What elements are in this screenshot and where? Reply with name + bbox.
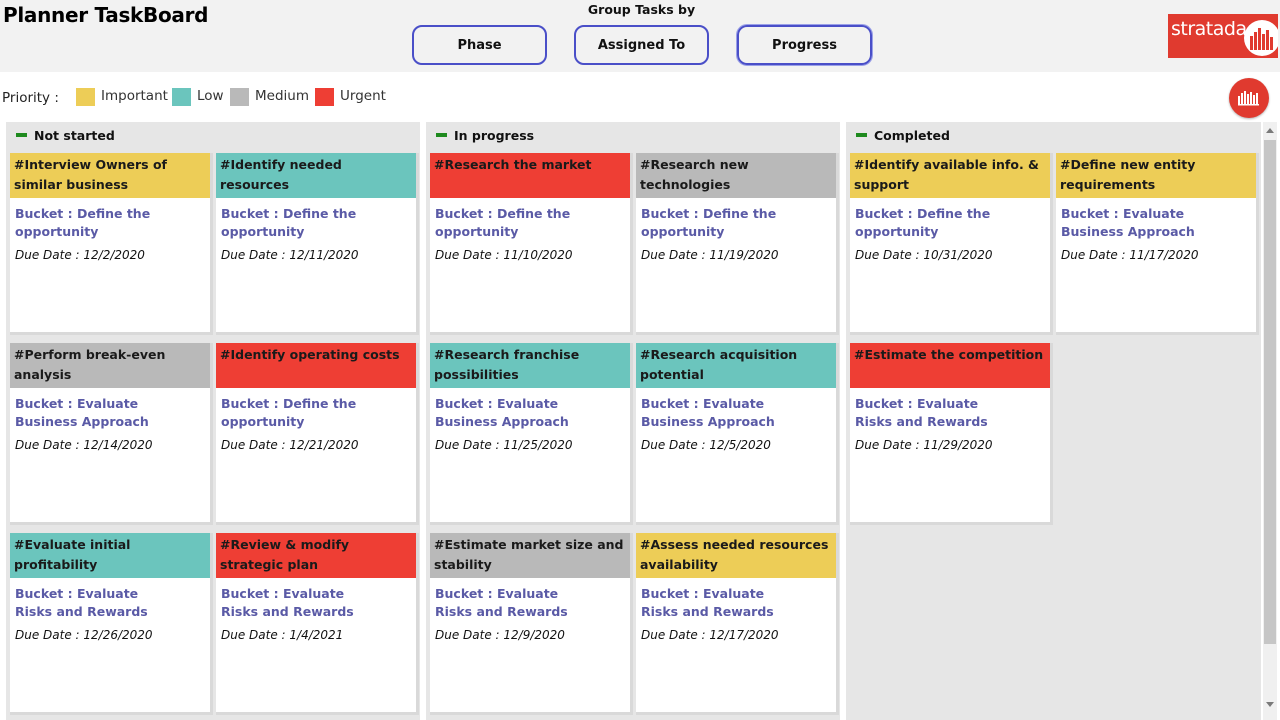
task-title[interactable]: #Estimate market size and stability: [430, 533, 630, 578]
logo-building-icon: [1244, 20, 1278, 56]
task-bucket: Bucket : Evaluate Business Approach: [1061, 206, 1195, 239]
task-title[interactable]: #Perform break-even analysis: [10, 343, 210, 388]
priority-label: Priority :: [2, 90, 59, 106]
task-due-date: Due Date : 12/9/2020: [435, 628, 565, 642]
task-due-date: Due Date : 11/10/2020: [435, 248, 573, 262]
group-by-progress-button[interactable]: Progress: [736, 24, 873, 66]
scroll-thumb[interactable]: [1264, 140, 1276, 644]
task-card[interactable]: #Estimate market size and stability Bucke…: [430, 533, 633, 715]
task-title[interactable]: #Identify available info. & support: [850, 153, 1050, 198]
task-card[interactable]: #Interview Owners of similar business Buc…: [10, 153, 213, 335]
column-title: In progress: [454, 128, 535, 143]
task-title[interactable]: #Research acquisition potential: [636, 343, 836, 388]
task-due-date: Due Date : 11/19/2020: [641, 248, 779, 262]
task-due-date: Due Date : 12/14/2020: [15, 438, 153, 452]
column-title: Not started: [34, 128, 115, 143]
task-bucket: Bucket : Evaluate Risks and Rewards: [15, 586, 148, 619]
task-title[interactable]: #Identify operating costs: [216, 343, 416, 388]
task-card[interactable]: #Review & modify strategic plan Bucket : …: [216, 533, 419, 715]
task-bucket: Bucket : Evaluate Business Approach: [435, 396, 569, 429]
task-due-date: Due Date : 12/21/2020: [221, 438, 359, 452]
task-card[interactable]: #Identify operating costs Bucket : Define…: [216, 343, 419, 525]
task-board: Completed #Identify available info. & sup…: [0, 122, 1280, 720]
legend-swatch: [172, 88, 191, 106]
task-due-date: Due Date : 12/5/2020: [641, 438, 771, 452]
task-card[interactable]: #Research the market Bucket : Define the …: [430, 153, 633, 335]
collapse-icon[interactable]: [436, 133, 447, 137]
task-title[interactable]: #Research the market: [430, 153, 630, 198]
task-bucket: Bucket : Evaluate Risks and Rewards: [435, 586, 568, 619]
legend-swatch: [315, 88, 334, 106]
priority-legend: Priority : Important Low Medium Urgent: [0, 72, 1280, 122]
task-bucket: Bucket : Evaluate Risks and Rewards: [855, 396, 988, 429]
logo-text: stratada: [1171, 18, 1247, 40]
column-header: Completed: [846, 122, 1261, 147]
stratada-logo: stratada: [1168, 14, 1278, 58]
task-card[interactable]: #Estimate the competition Bucket : Evalua…: [850, 343, 1053, 525]
task-card[interactable]: #Identify needed resources Bucket : Defin…: [216, 153, 419, 335]
legend-swatch: [230, 88, 249, 106]
task-title[interactable]: #Identify needed resources: [216, 153, 416, 198]
task-title[interactable]: #Estimate the competition: [850, 343, 1050, 388]
collapse-icon[interactable]: [16, 133, 27, 137]
task-bucket: Bucket : Define the opportunity: [15, 206, 151, 239]
task-card[interactable]: #Assess needed resources availability Buc…: [636, 533, 839, 715]
task-title[interactable]: #Review & modify strategic plan: [216, 533, 416, 578]
task-card[interactable]: #Define new entity requirements Bucket : …: [1056, 153, 1259, 335]
legend-label: Low: [197, 88, 224, 104]
task-bucket: Bucket : Evaluate Business Approach: [641, 396, 775, 429]
task-title[interactable]: #Interview Owners of similar business: [10, 153, 210, 198]
group-by-assigned-to-button[interactable]: Assigned To: [574, 25, 709, 65]
task-due-date: Due Date : 12/17/2020: [641, 628, 779, 642]
task-due-date: Due Date : 12/11/2020: [221, 248, 359, 262]
board-scrollbar[interactable]: [1263, 122, 1277, 720]
task-bucket: Bucket : Define the opportunity: [221, 396, 357, 429]
group-by-phase-button[interactable]: Phase: [412, 25, 547, 65]
task-card[interactable]: #Research franchise possibilities Bucket …: [430, 343, 633, 525]
task-bucket: Bucket : Define the opportunity: [221, 206, 357, 239]
task-card[interactable]: #Evaluate initial profitability Bucket : …: [10, 533, 213, 715]
task-card[interactable]: #Research acquisition potential Bucket : …: [636, 343, 839, 525]
task-title[interactable]: #Research franchise possibilities: [430, 343, 630, 388]
task-title[interactable]: #Assess needed resources availability: [636, 533, 836, 578]
column-header: Not started: [6, 122, 420, 147]
legend-swatch: [76, 88, 95, 106]
task-title[interactable]: #Research new technologies: [636, 153, 836, 198]
scroll-down-icon[interactable]: [1266, 702, 1274, 707]
task-bucket: Bucket : Define the opportunity: [641, 206, 777, 239]
column-not-started: Not started #Interview Owners of similar …: [6, 122, 420, 720]
task-due-date: Due Date : 11/29/2020: [855, 438, 993, 452]
legend-label: Important: [101, 88, 168, 104]
legend-label: Medium: [255, 88, 309, 104]
app-title: Planner TaskBoard: [3, 3, 209, 27]
task-card[interactable]: #Identify available info. & support Bucke…: [850, 153, 1053, 335]
task-due-date: Due Date : 1/4/2021: [221, 628, 344, 642]
task-title[interactable]: #Evaluate initial profitability: [10, 533, 210, 578]
task-card[interactable]: #Research new technologies Bucket : Defin…: [636, 153, 839, 335]
task-due-date: Due Date : 11/25/2020: [435, 438, 573, 452]
task-due-date: Due Date : 10/31/2020: [855, 248, 993, 262]
collapse-icon[interactable]: [856, 133, 867, 137]
column-header: In progress: [426, 122, 840, 147]
column-in-progress: In progress #Research the market Bucket : …: [426, 122, 840, 720]
task-bucket: Bucket : Define the opportunity: [855, 206, 991, 239]
group-by-label: Group Tasks by: [587, 2, 696, 17]
header-bar: Planner TaskBoard Group Tasks by Phase A…: [0, 0, 1280, 72]
task-bucket: Bucket : Evaluate Business Approach: [15, 396, 149, 429]
task-bucket: Bucket : Define the opportunity: [435, 206, 571, 239]
task-bucket: Bucket : Evaluate Risks and Rewards: [641, 586, 774, 619]
stratada-badge-icon[interactable]: [1229, 78, 1269, 118]
task-bucket: Bucket : Evaluate Risks and Rewards: [221, 586, 354, 619]
task-title[interactable]: #Define new entity requirements: [1056, 153, 1256, 198]
task-due-date: Due Date : 12/2/2020: [15, 248, 145, 262]
task-card[interactable]: #Perform break-even analysis Bucket : Eva…: [10, 343, 213, 525]
legend-label: Urgent: [340, 88, 386, 104]
column-title: Completed: [874, 128, 950, 143]
task-due-date: Due Date : 12/26/2020: [15, 628, 153, 642]
column-completed: Completed #Identify available info. & sup…: [846, 122, 1261, 720]
task-due-date: Due Date : 11/17/2020: [1061, 248, 1199, 262]
scroll-up-icon[interactable]: [1266, 128, 1274, 133]
